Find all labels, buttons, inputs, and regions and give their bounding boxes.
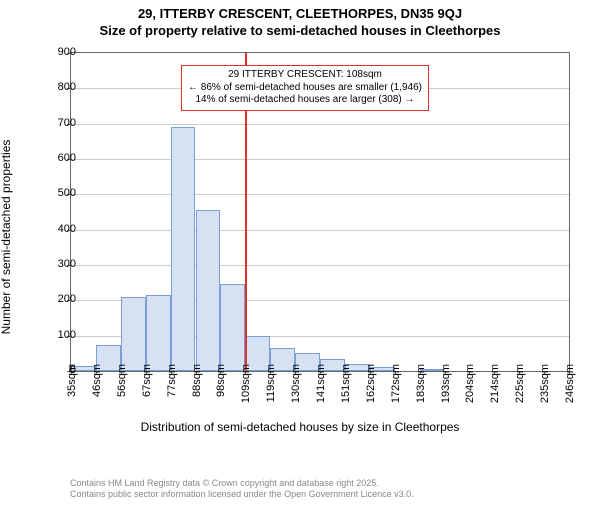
x-tick-label: 225sqm xyxy=(514,364,526,404)
y-tick-label: 900 xyxy=(58,46,76,58)
x-tick-label: 235sqm xyxy=(539,364,551,404)
footer-line: Contains HM Land Registry data © Crown c… xyxy=(70,478,414,489)
y-tick-label: 400 xyxy=(58,223,76,235)
x-tick-label: 172sqm xyxy=(390,364,402,404)
x-tick-label: 46sqm xyxy=(91,364,103,404)
gridline xyxy=(71,159,569,160)
annotation-line: 14% of semi-detached houses are larger (… xyxy=(188,94,422,107)
y-tick-label: 300 xyxy=(58,258,76,270)
x-tick-label: 56sqm xyxy=(116,364,128,404)
y-tick-label: 700 xyxy=(58,117,76,129)
histogram-bar xyxy=(146,295,171,371)
annotation-line: ← 86% of semi-detached houses are smalle… xyxy=(188,82,422,95)
attribution-footer: Contains HM Land Registry data © Crown c… xyxy=(70,478,414,500)
chart-container: Number of semi-detached properties 29 IT… xyxy=(20,42,580,432)
histogram-bar xyxy=(171,127,196,371)
x-tick-label: 35sqm xyxy=(66,364,78,404)
x-tick-label: 162sqm xyxy=(365,364,377,404)
annotation-line: 29 ITTERBY CRESCENT: 108sqm xyxy=(188,69,422,82)
y-tick-label: 200 xyxy=(58,293,76,305)
x-tick-label: 204sqm xyxy=(464,364,476,404)
page-subtitle: Size of property relative to semi-detach… xyxy=(0,23,600,38)
gridline xyxy=(71,124,569,125)
x-tick-label: 77sqm xyxy=(166,364,178,404)
y-tick-label: 600 xyxy=(58,152,76,164)
x-tick-label: 130sqm xyxy=(290,364,302,404)
gridline xyxy=(71,265,569,266)
x-tick-label: 119sqm xyxy=(265,364,277,404)
footer-line: Contains public sector information licen… xyxy=(70,489,414,500)
gridline xyxy=(71,230,569,231)
x-tick-label: 193sqm xyxy=(440,364,452,404)
histogram-bar xyxy=(220,284,245,371)
x-tick-label: 141sqm xyxy=(315,364,327,404)
plot-area: 29 ITTERBY CRESCENT: 108sqm← 86% of semi… xyxy=(70,52,570,372)
marker-annotation: 29 ITTERBY CRESCENT: 108sqm← 86% of semi… xyxy=(181,65,429,111)
x-axis-label: Distribution of semi-detached houses by … xyxy=(141,420,460,434)
y-tick-label: 100 xyxy=(58,329,76,341)
gridline xyxy=(71,194,569,195)
page-title: 29, ITTERBY CRESCENT, CLEETHORPES, DN35 … xyxy=(0,6,600,21)
x-tick-label: 246sqm xyxy=(564,364,576,404)
y-tick-label: 500 xyxy=(58,187,76,199)
y-tick-label: 800 xyxy=(58,81,76,93)
x-tick-label: 67sqm xyxy=(141,364,153,404)
histogram-bar xyxy=(196,210,221,371)
x-tick-label: 88sqm xyxy=(191,364,203,404)
x-tick-label: 109sqm xyxy=(240,364,252,404)
x-tick-label: 214sqm xyxy=(489,364,501,404)
x-tick-label: 98sqm xyxy=(215,364,227,404)
y-axis-label: Number of semi-detached properties xyxy=(0,140,13,335)
histogram-bar xyxy=(121,297,146,371)
x-tick-label: 151sqm xyxy=(340,364,352,404)
x-tick-label: 183sqm xyxy=(415,364,427,404)
